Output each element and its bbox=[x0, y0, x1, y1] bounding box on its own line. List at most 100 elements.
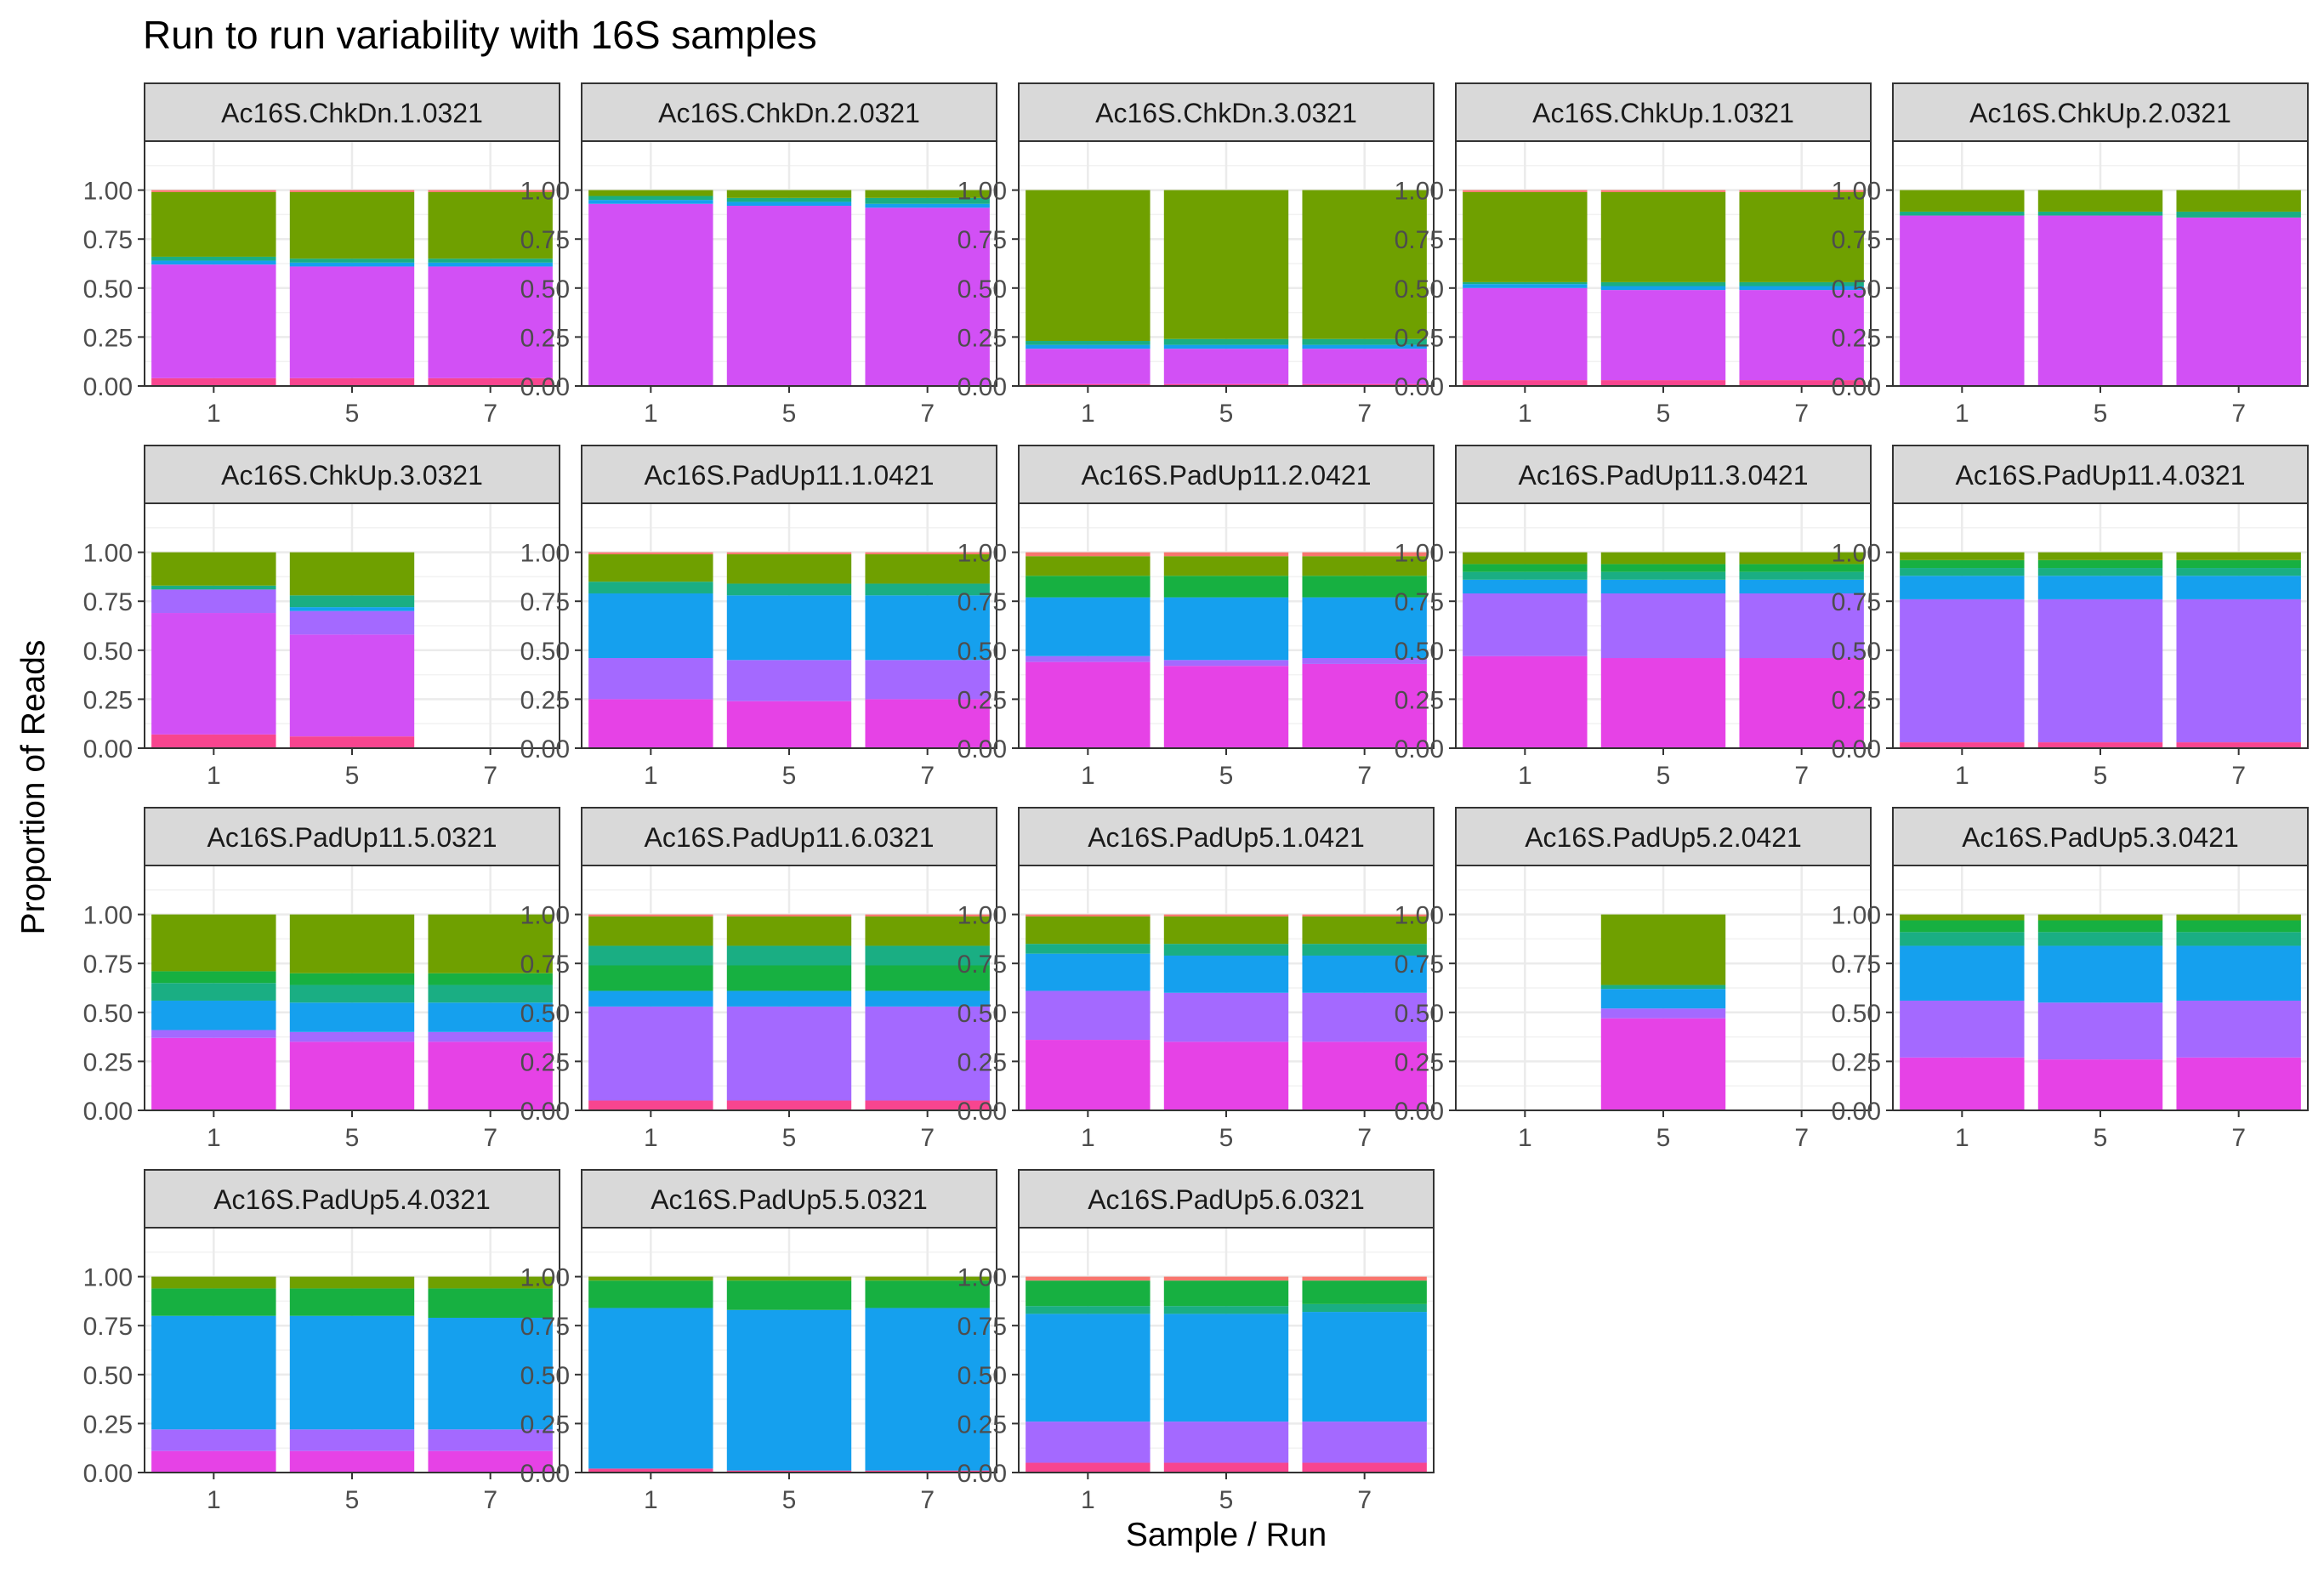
bar-segment bbox=[1026, 655, 1151, 662]
y-tick-label: 0.50 bbox=[1395, 638, 1444, 666]
y-tick-label: 0.25 bbox=[957, 324, 1007, 352]
bar-segment bbox=[1739, 571, 1864, 580]
x-tick-label: 1 bbox=[1081, 1124, 1095, 1152]
x-tick-label: 1 bbox=[1081, 1486, 1095, 1514]
bar-segment bbox=[1463, 564, 1588, 572]
facet-panel: Ac16S.ChkDn.2.0321 0.00 0.25 0.50 0.75 1.00 1 5… bbox=[520, 82, 997, 428]
y-tick-label: 0.25 bbox=[1395, 686, 1444, 714]
bar-segment bbox=[726, 701, 852, 748]
bar-segment bbox=[2176, 552, 2301, 560]
y-tick-label: 0.00 bbox=[1395, 1098, 1444, 1126]
x-tick-label: 1 bbox=[207, 1486, 221, 1514]
bar-segment bbox=[1302, 1303, 1427, 1313]
bar-segment bbox=[151, 1288, 276, 1316]
bar-segment bbox=[588, 914, 713, 917]
facet-panel: Ac16S.ChkDn.1.0321 0.00 0.25 0.50 0.75 1.00 1 5… bbox=[83, 82, 560, 428]
y-tick-label: 0.25 bbox=[1832, 1048, 1881, 1076]
y-tick-label: 1.00 bbox=[957, 540, 1007, 568]
bar-segment bbox=[1600, 552, 1726, 565]
y-tick-label: 0.25 bbox=[83, 324, 133, 352]
bar-segment bbox=[865, 1100, 990, 1110]
facet-strip-label: Ac16S.PadUp5.1.0421 bbox=[1088, 822, 1365, 853]
facet-strip bbox=[1018, 445, 1435, 504]
bar-segment bbox=[1600, 1018, 1726, 1110]
bar-segment bbox=[1026, 914, 1151, 917]
bar-segment bbox=[865, 207, 990, 386]
bar-segment bbox=[865, 1280, 990, 1308]
bar-segment bbox=[1302, 658, 1427, 664]
x-tick-label: 1 bbox=[1955, 1124, 1969, 1152]
bar-segment bbox=[1163, 1276, 1289, 1281]
bar-segment bbox=[726, 1309, 852, 1471]
y-tick-label: 0.50 bbox=[1395, 275, 1444, 304]
bar-segment bbox=[1163, 1306, 1289, 1314]
y-tick-label: 0.50 bbox=[1832, 1000, 1881, 1028]
bar-segment bbox=[1302, 955, 1427, 993]
facet-panel: Ac16S.PadUp11.1.0421 0.00 0.25 0.50 0.75 1.00… bbox=[520, 445, 997, 790]
bar-segment bbox=[1302, 349, 1427, 384]
bar-segment bbox=[2176, 920, 2301, 933]
bar-segment bbox=[289, 985, 415, 1003]
y-tick-label: 1.00 bbox=[1395, 178, 1444, 206]
y-tick-label: 0.00 bbox=[520, 373, 570, 401]
x-tick-label: 1 bbox=[1081, 762, 1095, 790]
bar-segment bbox=[1600, 989, 1726, 1009]
y-tick-label: 0.00 bbox=[957, 735, 1007, 763]
bar-segment bbox=[865, 1006, 990, 1101]
bar-segment bbox=[2176, 945, 2301, 1001]
bar-segment bbox=[1600, 985, 1726, 990]
bar-segment bbox=[1026, 661, 1151, 748]
x-tick-label: 7 bbox=[1794, 400, 1809, 428]
y-tick-label: 0.25 bbox=[520, 324, 570, 352]
bar-segment bbox=[2037, 568, 2163, 576]
y-tick-label: 0.75 bbox=[520, 1313, 570, 1341]
bar-segment bbox=[1026, 344, 1151, 349]
x-tick-label: 1 bbox=[1081, 400, 1095, 428]
bar-segment bbox=[428, 191, 553, 259]
bar-segment bbox=[428, 1288, 553, 1318]
bar-segment bbox=[1463, 655, 1588, 748]
facet-strip-label: Ac16S.ChkDn.3.0321 bbox=[1095, 98, 1357, 128]
bar-segment bbox=[2176, 1000, 2301, 1058]
bar-segment bbox=[1900, 599, 2025, 743]
facet-strip-label: Ac16S.PadUp11.2.0421 bbox=[1082, 460, 1372, 491]
bar-segment bbox=[1302, 916, 1427, 945]
y-tick-label: 0.00 bbox=[520, 735, 570, 763]
bar-segment bbox=[428, 262, 553, 267]
bar-segment bbox=[1900, 945, 2025, 1001]
x-tick-label: 5 bbox=[1219, 1124, 1234, 1152]
facet-strip-label: Ac16S.PadUp11.6.0321 bbox=[645, 822, 935, 853]
bar-segment bbox=[1739, 552, 1864, 565]
y-tick-label: 1.00 bbox=[1395, 902, 1444, 930]
bar-segment bbox=[1600, 914, 1726, 985]
bar-segment bbox=[289, 262, 415, 267]
bar-segment bbox=[1163, 1280, 1289, 1307]
bar-segment bbox=[151, 1315, 276, 1430]
bar-segment bbox=[588, 190, 713, 196]
bar-segment bbox=[2037, 920, 2163, 933]
bar-segment bbox=[1026, 953, 1151, 991]
bar-segment bbox=[865, 965, 990, 991]
bar-segment bbox=[1026, 1462, 1151, 1473]
facet-strip bbox=[1018, 807, 1435, 866]
bar-segment bbox=[588, 699, 713, 748]
bar-segment bbox=[1463, 593, 1588, 656]
bar-segment bbox=[865, 203, 990, 208]
bar-segment bbox=[1739, 380, 1864, 386]
bar-segment bbox=[1026, 383, 1151, 386]
bar-segment bbox=[1163, 338, 1289, 345]
facet-panels: Ac16S.ChkDn.1.0321 0.00 0.25 0.50 0.75 1.00 1 5… bbox=[83, 82, 2309, 1514]
bar-segment bbox=[1900, 568, 2025, 576]
facet-strip bbox=[1018, 82, 1435, 142]
y-tick-label: 1.00 bbox=[1395, 540, 1444, 568]
y-tick-label: 1.00 bbox=[1832, 540, 1881, 568]
y-tick-label: 1.00 bbox=[83, 540, 133, 568]
bar-segment bbox=[1302, 552, 1427, 557]
bar-segment bbox=[289, 595, 415, 608]
x-tick-label: 7 bbox=[1357, 1486, 1372, 1514]
bar-segment bbox=[2037, 576, 2163, 599]
facet-strip bbox=[581, 82, 997, 142]
y-tick-label: 0.75 bbox=[520, 226, 570, 254]
bar-segment bbox=[151, 264, 276, 378]
x-tick-label: 5 bbox=[1656, 762, 1671, 790]
